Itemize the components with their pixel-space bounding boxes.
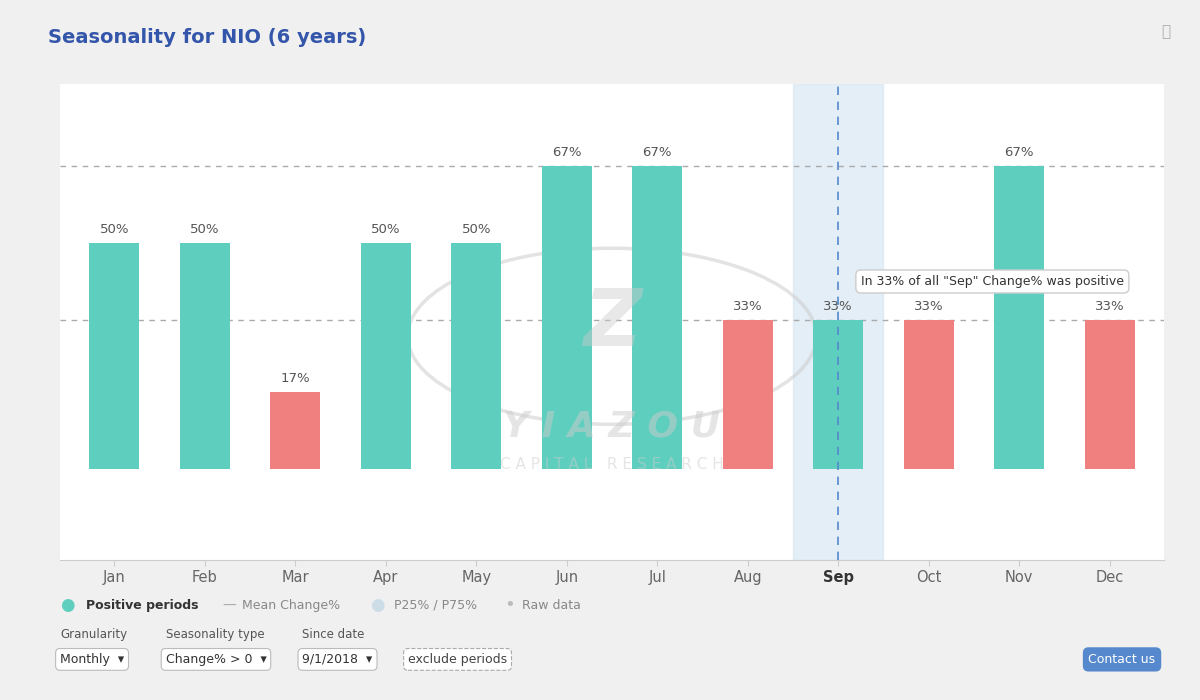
Text: C A P I T A L   R E S E A R C H: C A P I T A L R E S E A R C H (500, 457, 724, 473)
Bar (270, 392, 320, 469)
Text: P25% / P75%: P25% / P75% (394, 599, 476, 612)
Text: 50%: 50% (371, 223, 401, 236)
Text: Positive periods: Positive periods (86, 599, 199, 612)
Text: 67%: 67% (642, 146, 672, 159)
Bar (180, 243, 229, 469)
Text: ●: ● (370, 596, 384, 615)
Bar (361, 243, 410, 469)
Text: 33%: 33% (823, 300, 853, 313)
Bar (632, 166, 682, 469)
Text: •: • (504, 596, 515, 615)
Text: Since date: Since date (302, 629, 365, 641)
Text: 67%: 67% (552, 146, 582, 159)
Bar (722, 320, 773, 469)
Text: 33%: 33% (733, 300, 762, 313)
Bar (451, 243, 502, 469)
Text: ⤢: ⤢ (1160, 25, 1170, 39)
Text: Y I A Z O U: Y I A Z O U (504, 410, 720, 444)
Bar (904, 320, 954, 469)
Text: 17%: 17% (281, 372, 310, 386)
Text: Granularity: Granularity (60, 629, 127, 641)
Text: —: — (222, 598, 235, 612)
Bar (90, 243, 139, 469)
Text: Monthly  ▾: Monthly ▾ (60, 653, 124, 666)
Text: 33%: 33% (914, 300, 943, 313)
Text: In 33% of all "Sep" Change% was positive: In 33% of all "Sep" Change% was positive (860, 275, 1124, 288)
Text: Contact us: Contact us (1088, 653, 1156, 666)
Bar (1085, 320, 1134, 469)
Text: exclude periods: exclude periods (408, 653, 508, 666)
Text: 50%: 50% (462, 223, 491, 236)
Text: 50%: 50% (100, 223, 130, 236)
Bar (995, 166, 1044, 469)
Text: 67%: 67% (1004, 146, 1034, 159)
Text: Seasonality type: Seasonality type (166, 629, 264, 641)
Bar (793, 84, 883, 560)
Text: 50%: 50% (190, 223, 220, 236)
Text: 9/1/2018  ▾: 9/1/2018 ▾ (302, 653, 373, 666)
Bar (542, 166, 592, 469)
Text: Z: Z (583, 286, 641, 363)
Bar (814, 320, 863, 469)
Text: 33%: 33% (1094, 300, 1124, 313)
Text: Raw data: Raw data (522, 599, 581, 612)
Text: ●: ● (60, 596, 74, 615)
Text: Change% > 0  ▾: Change% > 0 ▾ (166, 653, 266, 666)
Text: Mean Change%: Mean Change% (242, 599, 341, 612)
Text: Seasonality for NIO (6 years): Seasonality for NIO (6 years) (48, 28, 366, 47)
